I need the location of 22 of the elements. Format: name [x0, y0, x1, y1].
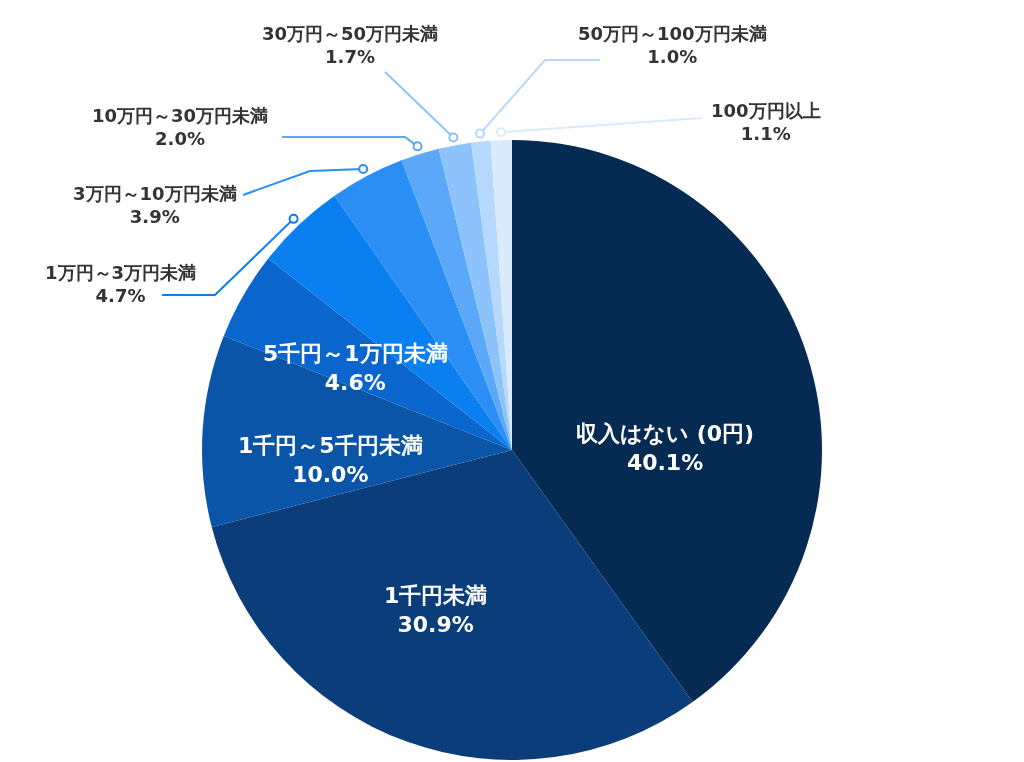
data-label: 2.0%: [155, 128, 206, 150]
pie-slice: [512, 140, 822, 702]
data-label: 40.1%: [626, 449, 704, 475]
slice-label: 収入はない (0円): [576, 421, 755, 446]
data-label: 10.0%: [292, 461, 369, 487]
slice-label: 50万円～100万円未満: [578, 23, 767, 44]
data-label: 4.7%: [95, 285, 146, 307]
slice-label: 3万円～10万円未満: [73, 183, 237, 204]
data-label: 1.0%: [647, 46, 698, 68]
data-label: 4.6%: [324, 369, 386, 395]
slice-label: 1万円～3万円未満: [45, 262, 197, 283]
data-label: 1.7%: [325, 46, 376, 68]
slice-label: 100万円以上: [711, 100, 821, 121]
slice-label: 10万円～30万円未満: [92, 105, 269, 126]
slice-label: 1千円未満: [384, 583, 488, 608]
data-label: 1.1%: [740, 123, 791, 145]
data-label: 30.9%: [397, 611, 474, 637]
slice-label: 5千円～1万円未満: [263, 341, 448, 366]
slice-label: 1千円～5千円未満: [238, 433, 423, 458]
data-label: 3.9%: [129, 206, 180, 228]
slice-label: 30万円～50万円未満: [262, 23, 439, 44]
pie-slice: [202, 335, 512, 528]
